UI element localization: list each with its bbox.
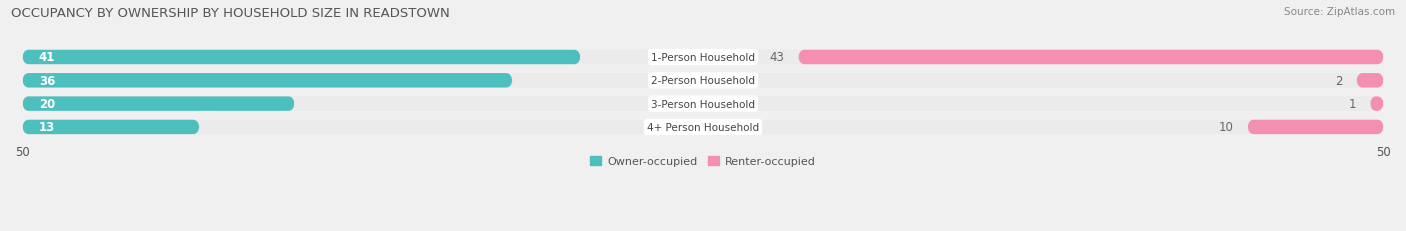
FancyBboxPatch shape bbox=[1357, 74, 1384, 88]
Text: 3-Person Household: 3-Person Household bbox=[651, 99, 755, 109]
FancyBboxPatch shape bbox=[1369, 97, 1384, 111]
Text: 2-Person Household: 2-Person Household bbox=[651, 76, 755, 86]
FancyBboxPatch shape bbox=[22, 120, 200, 135]
FancyBboxPatch shape bbox=[22, 97, 1384, 111]
Text: 1: 1 bbox=[1348, 98, 1357, 111]
FancyBboxPatch shape bbox=[22, 97, 295, 111]
Text: 4+ Person Household: 4+ Person Household bbox=[647, 122, 759, 132]
Text: 41: 41 bbox=[39, 51, 55, 64]
Text: 20: 20 bbox=[39, 98, 55, 111]
Text: 2: 2 bbox=[1336, 74, 1343, 87]
Text: 13: 13 bbox=[39, 121, 55, 134]
FancyBboxPatch shape bbox=[799, 51, 1384, 65]
FancyBboxPatch shape bbox=[22, 120, 1384, 135]
FancyBboxPatch shape bbox=[1247, 120, 1384, 135]
FancyBboxPatch shape bbox=[22, 74, 512, 88]
Text: Source: ZipAtlas.com: Source: ZipAtlas.com bbox=[1284, 7, 1395, 17]
FancyBboxPatch shape bbox=[22, 51, 581, 65]
FancyBboxPatch shape bbox=[22, 51, 1384, 65]
Legend: Owner-occupied, Renter-occupied: Owner-occupied, Renter-occupied bbox=[586, 152, 820, 171]
Text: 36: 36 bbox=[39, 74, 55, 87]
Text: 1-Person Household: 1-Person Household bbox=[651, 53, 755, 63]
FancyBboxPatch shape bbox=[22, 74, 1384, 88]
Text: OCCUPANCY BY OWNERSHIP BY HOUSEHOLD SIZE IN READSTOWN: OCCUPANCY BY OWNERSHIP BY HOUSEHOLD SIZE… bbox=[11, 7, 450, 20]
Text: 10: 10 bbox=[1219, 121, 1234, 134]
Text: 43: 43 bbox=[770, 51, 785, 64]
